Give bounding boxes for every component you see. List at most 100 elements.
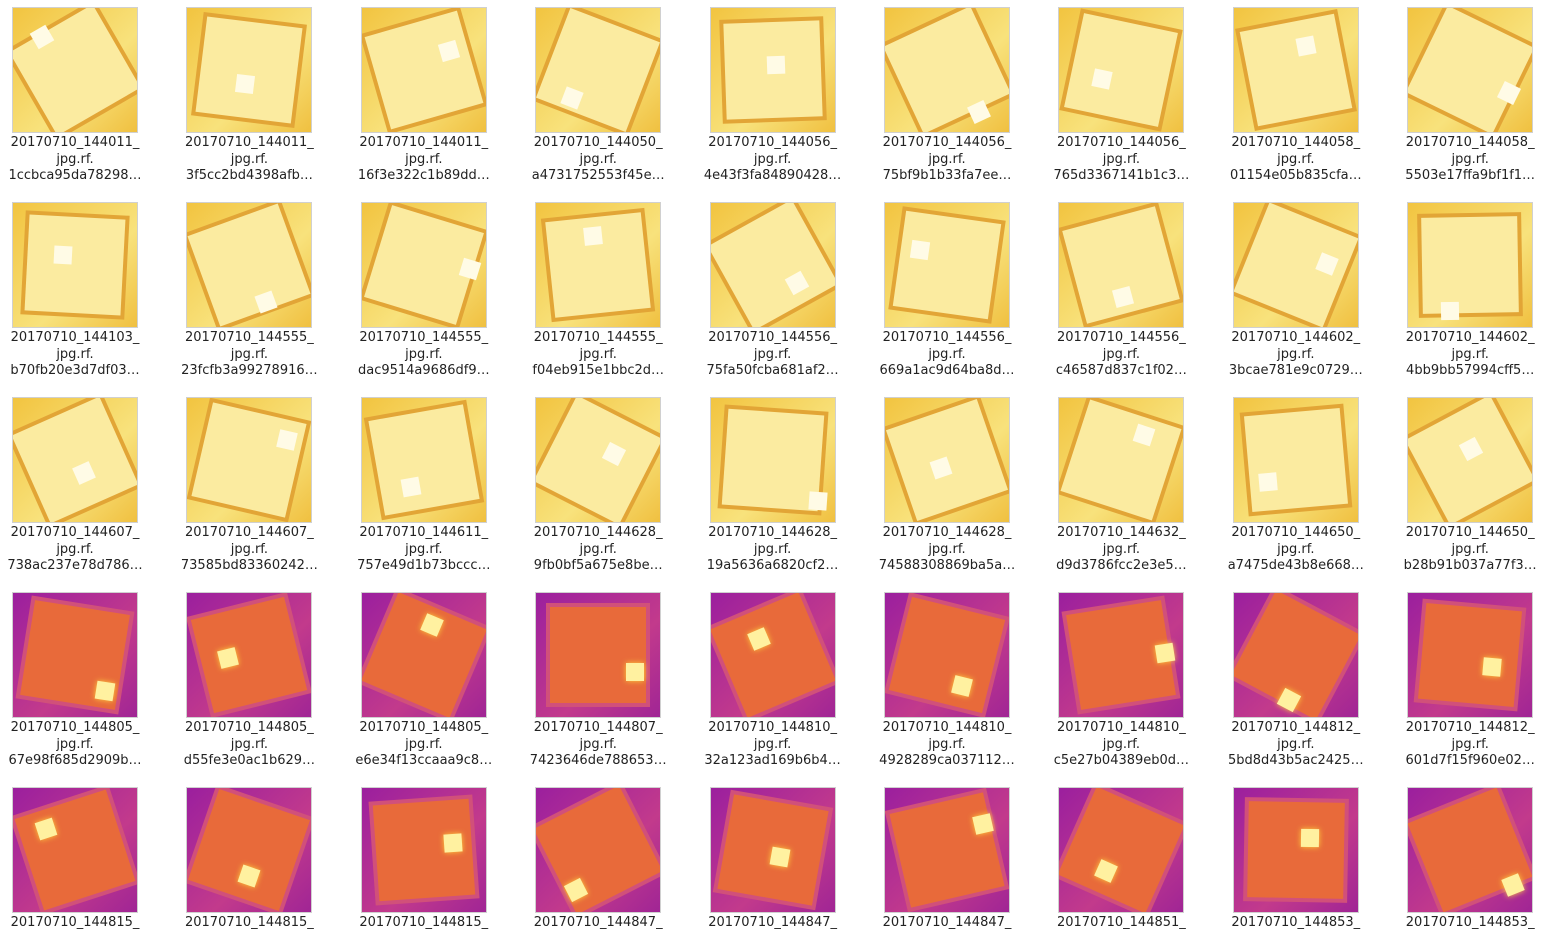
file-name-line: 20170710_144607_ bbox=[184, 525, 314, 540]
file-name-line: jpg.rf. bbox=[928, 541, 966, 557]
thumbnail-panel bbox=[1233, 203, 1358, 327]
file-name-line: 20170710_144556_ bbox=[708, 330, 837, 345]
file-name-line: 20170710_144555_ bbox=[359, 330, 489, 345]
file-name-line: 7423646de788653… bbox=[529, 753, 667, 768]
thumbnail bbox=[1058, 397, 1185, 523]
file-name-line: jpg.rf. bbox=[56, 151, 94, 167]
file-name-line: 3f5cc2bd4398afb… bbox=[185, 168, 313, 183]
thumbnail-panel bbox=[1239, 13, 1353, 127]
file-name: 20170710_144815_ bbox=[344, 915, 504, 932]
thumbnail-panel bbox=[1064, 13, 1179, 127]
thumbnail-hotspot bbox=[53, 245, 73, 265]
file-name-line: 1ccbca95da78298… bbox=[8, 168, 142, 183]
file-name-line: dac9514a9686df9… bbox=[357, 363, 490, 378]
thumbnail-hotspot bbox=[1300, 828, 1319, 848]
thumbnail-panel bbox=[1243, 407, 1348, 513]
file-name: 20170710_144805_ jpg.rf. 67e98f685d2909b… bbox=[0, 720, 155, 770]
file-name: 20170710_144810_ jpg.rf. c5e27b04389eb0d… bbox=[1041, 720, 1201, 770]
file-name: 20170710_144810_ jpg.rf. 32a123ad169b6b4… bbox=[693, 720, 853, 770]
file-name-line: 4bb9bb57994cff5… bbox=[1406, 363, 1535, 378]
file-name: 20170710_144853_ bbox=[1390, 915, 1550, 932]
file-name-line: d55fe3e0ac1b629… bbox=[183, 753, 316, 768]
thumbnail-panel bbox=[1246, 801, 1345, 899]
thumbnail bbox=[709, 787, 836, 913]
thumbnail-panel bbox=[191, 596, 308, 714]
file-name: 20170710_144056_ jpg.rf. 4e43f3fa84890428… bbox=[693, 135, 853, 185]
thumbnail-panel bbox=[536, 398, 661, 522]
file-name-line: 20170710_144810_ bbox=[708, 720, 837, 735]
file-name: 20170710_144810_ jpg.rf. 4928289ca037112… bbox=[867, 720, 1027, 770]
file-name-line: 20170710_144805_ bbox=[184, 720, 314, 735]
file-name: 20170710_144847_ bbox=[867, 915, 1027, 932]
file-name-line: 20170710_144815_ bbox=[10, 915, 140, 930]
file-name-line: 20170710_144602_ bbox=[1405, 330, 1535, 345]
thumbnail-panel bbox=[550, 607, 647, 703]
thumbnail bbox=[884, 592, 1010, 718]
file-name-line: jpg.rf. bbox=[230, 736, 269, 752]
file-name: 20170710_144058_ jpg.rf. 01154e05b835cfa… bbox=[1216, 135, 1376, 185]
file-name-line: 20170710_144628_ bbox=[882, 525, 1012, 540]
file-name-line: jpg.rf. bbox=[928, 346, 966, 362]
thumbnail-panel bbox=[14, 789, 136, 911]
file-name: 20170710_144628_ jpg.rf. 9fb0bf5a675e8be… bbox=[518, 525, 678, 575]
file-name-line: jpg.rf. bbox=[1451, 541, 1489, 557]
file-name: 20170710_144050_ jpg.rf. a4731752553f45e… bbox=[518, 135, 678, 185]
file-name-line: 75bf9b1b33fa7ee… bbox=[882, 168, 1012, 183]
thumbnail bbox=[884, 397, 1010, 523]
thumbnail bbox=[535, 397, 662, 523]
thumbnail bbox=[709, 397, 836, 523]
file-name-line: 20170710_144847_ bbox=[533, 915, 663, 930]
file-name-line: 20170710_144810_ bbox=[1056, 720, 1186, 735]
thumbnail bbox=[186, 397, 313, 523]
thumbnail bbox=[360, 787, 487, 913]
file-name-line: jpg.rf. bbox=[1277, 541, 1315, 557]
file-name: 20170710_144815_ bbox=[0, 915, 155, 932]
file-name-line: 20170710_144555_ bbox=[184, 330, 314, 345]
file-name-line: jpg.rf. bbox=[1102, 541, 1141, 557]
thumbnail-panel bbox=[1060, 399, 1182, 521]
thumbnail-hotspot bbox=[443, 833, 463, 853]
file-name-line: 20170710_144607_ bbox=[10, 525, 140, 540]
file-name-line: 23fcfb3a99278916… bbox=[181, 363, 318, 378]
thumbnail-panel bbox=[536, 8, 661, 132]
file-name: 20170710_144556_ jpg.rf. 75fa50fcba681af2… bbox=[693, 330, 853, 380]
file-name-line: 20170710_144556_ bbox=[1056, 330, 1186, 345]
thumbnail bbox=[884, 787, 1010, 913]
file-name-line: jpg.rf. bbox=[753, 736, 792, 752]
file-name: 20170710_144556_ jpg.rf. 669a1ac9d64ba8d… bbox=[867, 330, 1027, 380]
file-name-line: jpg.rf. bbox=[1102, 736, 1141, 752]
thumbnail-hotspot bbox=[1258, 472, 1278, 492]
file-name-line: 20170710_144812_ bbox=[1231, 720, 1361, 735]
file-name-line: jpg.rf. bbox=[56, 346, 94, 362]
file-name: 20170710_144011_ jpg.rf. 1ccbca95da78298… bbox=[0, 135, 155, 185]
file-name-line: jpg.rf. bbox=[405, 736, 443, 752]
file-name-line: 20170710_144853_ bbox=[1405, 915, 1535, 930]
file-name: 20170710_144815_ bbox=[169, 915, 329, 932]
thumbnail-panel bbox=[710, 593, 835, 717]
thumbnail-panel bbox=[888, 596, 1006, 714]
file-name: 20170710_144056_ jpg.rf. 765d3367141b1c3… bbox=[1041, 135, 1201, 185]
thumbnail bbox=[1407, 202, 1534, 328]
thumbnail bbox=[12, 397, 138, 523]
thumbnail-panel bbox=[1408, 398, 1533, 522]
thumbnail bbox=[360, 202, 487, 328]
thumbnail bbox=[186, 592, 313, 718]
thumbnail bbox=[1407, 7, 1534, 133]
file-name-line: 16f3e322c1b89dd… bbox=[357, 168, 490, 183]
file-name-line: jpg.rf. bbox=[405, 346, 443, 362]
thumbnail-hotspot bbox=[1441, 301, 1460, 321]
file-name-line: 20170710_144815_ bbox=[359, 915, 489, 930]
thumbnail bbox=[709, 592, 836, 718]
thumbnail bbox=[709, 202, 836, 328]
thumbnail-panel bbox=[1059, 788, 1184, 912]
file-name-line: 4928289ca037112… bbox=[879, 753, 1015, 768]
thumbnail-panel bbox=[195, 16, 303, 124]
file-name: 20170710_144847_ bbox=[693, 915, 853, 932]
file-name-line: 19a5636a6820cf2… bbox=[706, 558, 839, 573]
file-name: 20170710_144056_ jpg.rf. 75bf9b1b33fa7ee… bbox=[867, 135, 1027, 185]
file-name: 20170710_144103_ jpg.rf. b70fb20e3d7df03… bbox=[0, 330, 155, 380]
thumbnail bbox=[360, 592, 487, 718]
thumbnail-panel bbox=[1418, 602, 1523, 708]
file-name-line: a4731752553f45e… bbox=[531, 168, 665, 183]
file-name-line: jpg.rf. bbox=[579, 346, 617, 362]
